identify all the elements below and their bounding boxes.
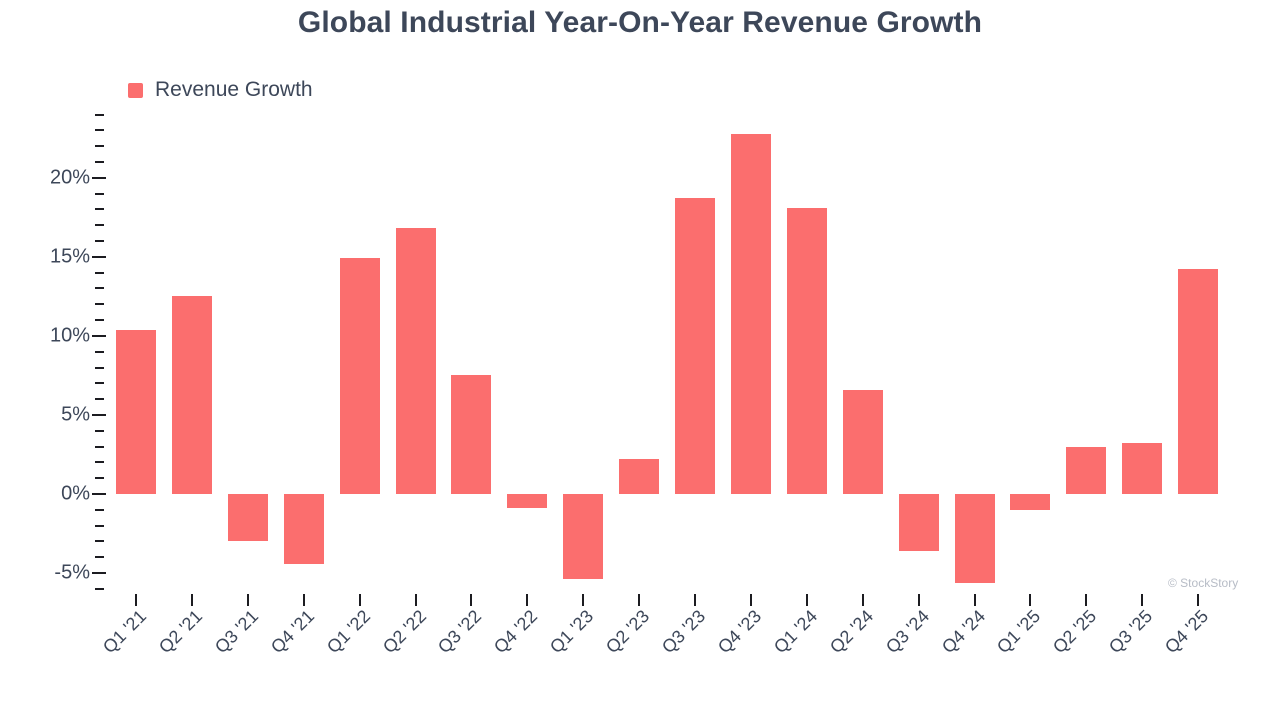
y-axis-minor-tick — [95, 524, 104, 527]
bar[interactable] — [563, 494, 604, 580]
y-axis-minor-tick — [95, 461, 104, 464]
y-axis-minor-tick — [95, 224, 104, 227]
y-axis-minor-tick — [95, 508, 104, 511]
y-axis-minor-tick — [95, 160, 104, 163]
y-axis-minor-tick — [95, 398, 104, 401]
page-title: Global Industrial Year-On-Year Revenue G… — [297, 6, 983, 39]
bar[interactable] — [1066, 446, 1107, 494]
x-axis-tick — [805, 594, 808, 606]
y-axis-minor-tick — [95, 319, 104, 322]
y-axis-tick-label: 10% — [49, 324, 90, 347]
y-axis-minor-tick — [95, 208, 104, 211]
bar[interactable] — [730, 133, 771, 494]
bar[interactable] — [507, 494, 548, 509]
bar[interactable] — [898, 494, 939, 551]
y-axis-minor-tick — [95, 445, 104, 448]
bar[interactable] — [283, 494, 324, 564]
bar[interactable] — [954, 494, 995, 583]
y-axis-minor-tick — [95, 382, 104, 385]
y-axis-minor-tick — [95, 287, 104, 290]
y-axis-minor-tick — [95, 129, 104, 132]
y-axis-minor-tick — [95, 429, 104, 432]
bar[interactable] — [451, 375, 492, 494]
x-axis-tick — [973, 594, 976, 606]
y-axis-minor-tick — [95, 350, 104, 353]
y-axis-minor-tick — [95, 145, 104, 148]
bar[interactable] — [1010, 494, 1051, 510]
x-axis-tick — [1085, 594, 1088, 606]
legend-label-revenue-growth: Revenue Growth — [155, 78, 313, 101]
y-axis-minor-tick — [95, 587, 104, 590]
y-axis-minor-tick — [95, 366, 104, 369]
bar[interactable] — [619, 459, 660, 494]
x-axis-tick — [749, 594, 752, 606]
x-axis-tick — [917, 594, 920, 606]
y-axis-major-tick — [92, 334, 106, 337]
y-axis-minor-tick — [95, 271, 104, 274]
x-axis-tick — [470, 594, 473, 606]
x-axis-tick — [1197, 594, 1200, 606]
y-axis-major-tick — [92, 493, 106, 495]
bar[interactable] — [786, 207, 827, 494]
y-axis-minor-tick — [95, 113, 104, 116]
y-axis-tick-label: 5% — [61, 403, 90, 426]
y-axis-tick-label: 0% — [61, 482, 90, 505]
x-axis-tick — [638, 594, 641, 606]
x-axis-tick — [526, 594, 529, 606]
x-axis-tick — [861, 594, 864, 606]
y-axis-major-tick — [92, 176, 106, 179]
watermark: © StockStory — [1168, 576, 1239, 590]
y-axis-major-tick — [92, 413, 106, 416]
y-axis-minor-tick — [95, 477, 104, 480]
y-axis-major-tick — [92, 255, 106, 258]
x-axis-tick — [694, 594, 696, 606]
x-axis-tick — [414, 594, 417, 606]
bar[interactable] — [1122, 443, 1163, 494]
bar[interactable] — [1178, 269, 1219, 494]
x-axis-tick — [190, 594, 193, 606]
chart-legend: Revenue Growth — [128, 78, 313, 102]
x-axis-tick — [302, 594, 305, 606]
bar[interactable] — [675, 198, 715, 494]
y-axis-minor-tick — [95, 240, 104, 243]
y-axis-tick-label: -5% — [54, 561, 90, 584]
y-axis-minor-tick — [95, 303, 104, 306]
x-axis-tick — [246, 594, 249, 606]
bar[interactable] — [171, 296, 212, 494]
legend-swatch-revenue-growth — [128, 82, 143, 98]
y-axis-minor-tick — [95, 556, 104, 559]
x-axis-tick — [358, 594, 361, 606]
bar[interactable] — [395, 228, 436, 494]
x-axis-tick — [1029, 594, 1032, 606]
y-axis-minor-tick — [95, 192, 104, 195]
bar[interactable] — [339, 258, 380, 494]
x-axis-tick — [135, 594, 137, 606]
bar[interactable] — [116, 329, 156, 494]
x-axis-tick — [582, 594, 585, 606]
y-axis-major-tick — [92, 572, 106, 575]
y-axis-tick-label: 20% — [49, 166, 90, 189]
bar[interactable] — [842, 389, 883, 494]
y-axis-tick-label: 15% — [49, 245, 90, 268]
x-axis-tick — [1141, 594, 1144, 606]
bar[interactable] — [227, 494, 268, 542]
y-axis-minor-tick — [95, 540, 104, 543]
